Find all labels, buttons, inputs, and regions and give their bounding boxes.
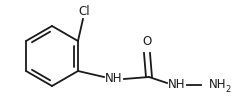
Text: Cl: Cl (78, 5, 90, 18)
Text: NH: NH (209, 79, 227, 91)
Text: NH: NH (105, 72, 123, 86)
Text: 2: 2 (225, 84, 230, 94)
Text: O: O (142, 35, 152, 48)
Text: NH: NH (168, 79, 186, 91)
